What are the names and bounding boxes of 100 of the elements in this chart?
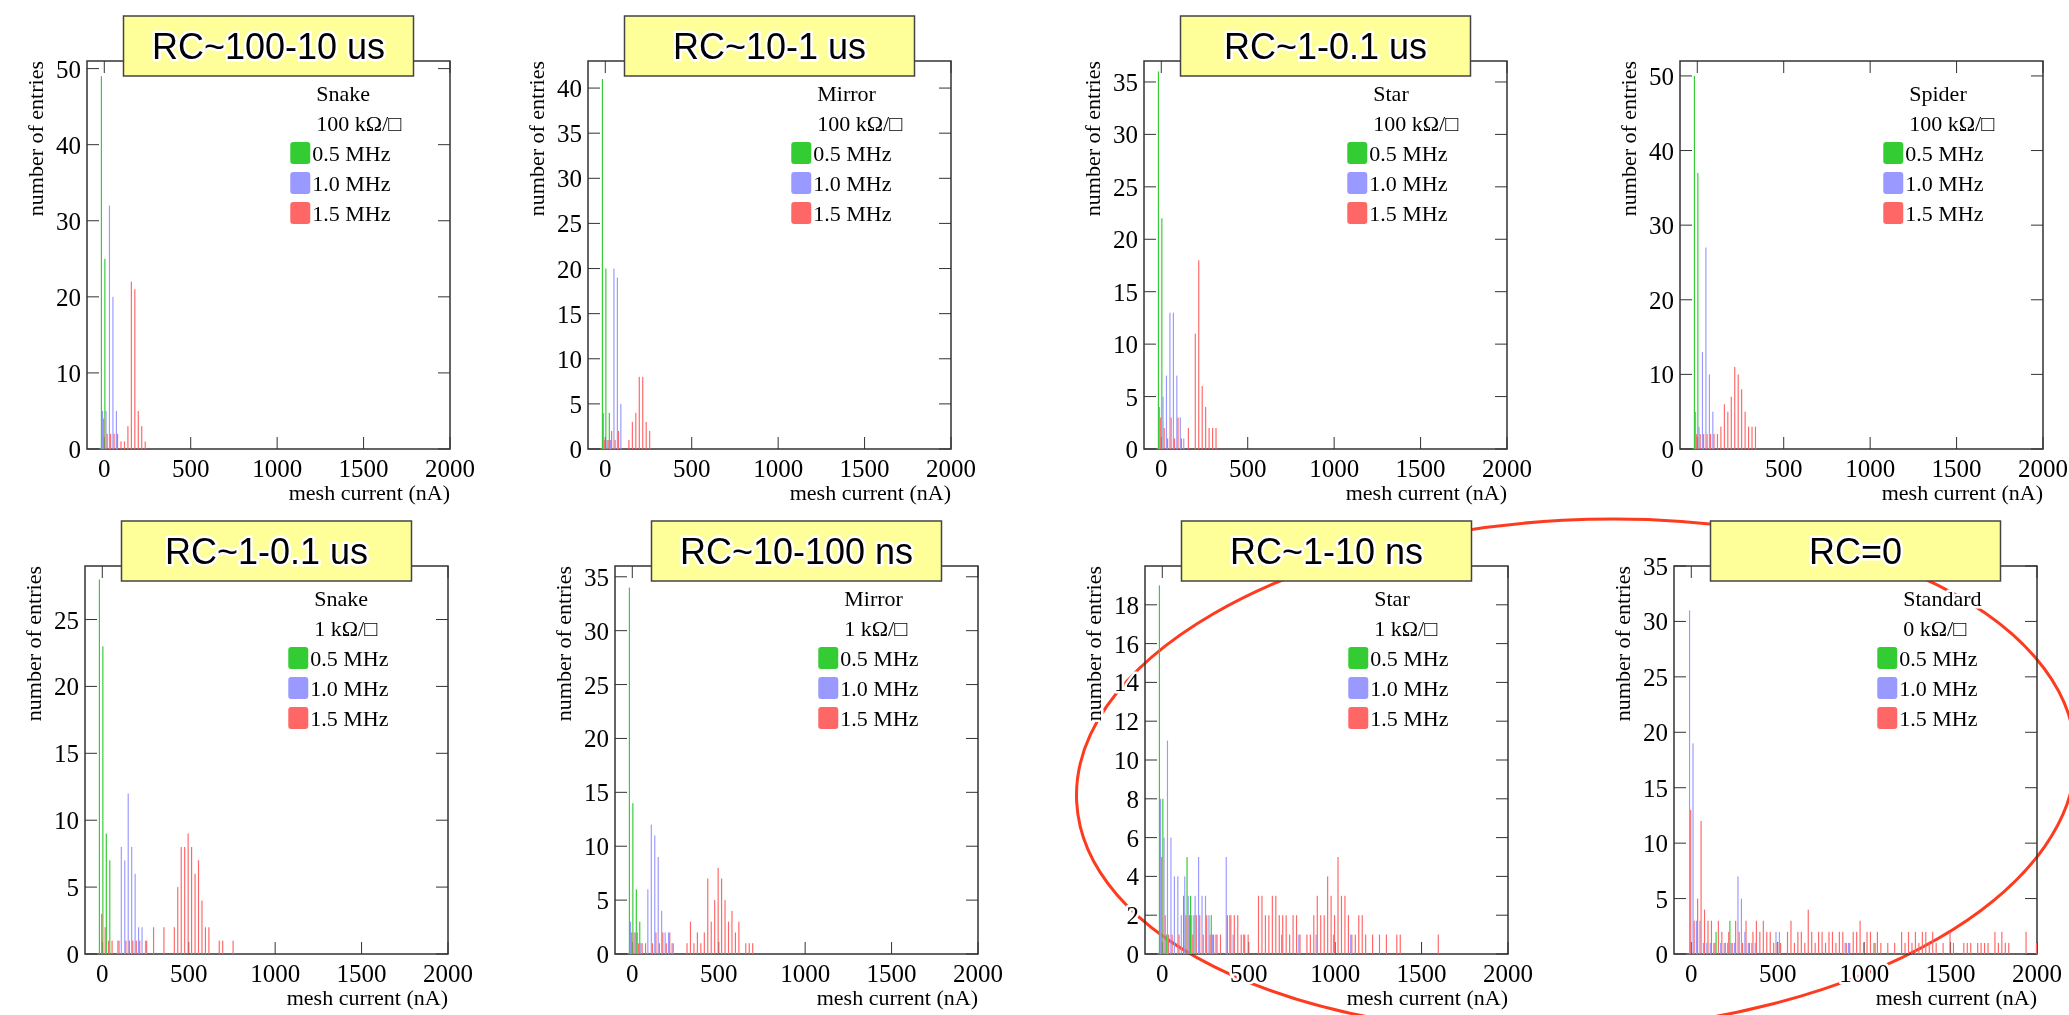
y-tick-label: 16 (1114, 630, 1139, 658)
legend-label: 1.0 MHz (310, 676, 389, 701)
y-tick-label: 10 (1649, 361, 1674, 389)
y-tick-label: 0 (596, 941, 609, 968)
legend-title: Star 100 kΩ/□ (1373, 81, 1459, 136)
y-tick-label: 0 (1125, 436, 1138, 463)
chart-title: RC~1-10 ns (1229, 531, 1424, 572)
x-tick-label: 500 (699, 960, 738, 987)
x-axis-title: mesh current (nA) (816, 985, 978, 1010)
x-axis-title: mesh current (nA) (1881, 480, 2043, 505)
x-tick-label: 500 (1228, 455, 1267, 482)
x-tick-label: 0 (626, 960, 639, 987)
y-tick-label: 25 (584, 671, 609, 699)
y-tick-label: 0 (66, 941, 79, 968)
chart-title: RC~10-100 ns (679, 531, 914, 572)
x-tick-label: 2000 (1483, 960, 1533, 987)
legend-label: 1.0 MHz (1899, 676, 1978, 701)
y-tick-label: 30 (1649, 212, 1674, 240)
legend-label: 1.5 MHz (1899, 706, 1978, 731)
x-axis-title: mesh current (nA) (1346, 985, 1508, 1010)
legend-label: 0.5 MHz (840, 646, 919, 671)
y-tick-label: 5 (66, 874, 79, 902)
y-tick-label: 40 (557, 75, 582, 103)
y-axis-title: number of entries (1610, 566, 1635, 722)
x-tick-label: 0 (1156, 960, 1169, 987)
y-tick-label: 10 (584, 833, 609, 861)
y-tick-label: 15 (1643, 774, 1668, 802)
x-tick-label: 1000 (250, 960, 301, 987)
y-tick-label: 20 (1649, 286, 1674, 314)
legend-label: 1.0 MHz (1369, 171, 1448, 196)
y-tick-label: 25 (1643, 663, 1668, 691)
y-tick-label: 10 (1114, 747, 1139, 774)
x-tick-label: 2000 (425, 455, 475, 482)
legend-label: 1.5 MHz (813, 201, 892, 226)
y-tick-label: 20 (584, 725, 609, 753)
x-tick-label: 1500 (1396, 960, 1447, 987)
legend-label: 1.5 MHz (310, 706, 389, 731)
y-axis-title: number of entries (1080, 61, 1105, 217)
y-tick-label: 4 (1126, 863, 1140, 891)
x-tick-label: 2000 (1482, 455, 1532, 482)
y-tick-label: 5 (596, 887, 609, 915)
x-tick-label: 500 (171, 455, 210, 482)
chart-title: RC=0 (1808, 531, 1903, 572)
y-tick-label: 20 (56, 283, 81, 311)
legend-label: 1.5 MHz (1370, 706, 1449, 731)
legend-title: Spider 100 kΩ/□ (1909, 81, 1995, 136)
legend-label: 1.0 MHz (813, 171, 892, 196)
y-tick-label: 25 (54, 606, 79, 634)
y-tick-label: 20 (557, 255, 582, 283)
y-tick-label: 35 (1643, 553, 1668, 580)
legend-label: 1.5 MHz (312, 201, 391, 226)
y-tick-label: 15 (557, 300, 582, 328)
y-tick-label: 10 (557, 345, 582, 373)
y-tick-label: 18 (1114, 591, 1139, 619)
y-tick-label: 0 (1126, 941, 1139, 968)
x-tick-label: 500 (672, 455, 711, 482)
legend-label: 1.0 MHz (1370, 676, 1449, 701)
y-tick-label: 10 (54, 807, 79, 835)
y-tick-label: 10 (1113, 331, 1138, 359)
legend-title: Snake 100 kΩ/□ (316, 81, 402, 136)
legend-label: 0.5 MHz (1370, 646, 1449, 671)
x-axis-title: mesh current (nA) (286, 985, 448, 1010)
x-tick-label: 1000 (252, 455, 303, 482)
y-tick-label: 50 (1649, 62, 1674, 90)
y-tick-label: 30 (1113, 121, 1138, 149)
y-tick-label: 40 (56, 131, 81, 159)
y-tick-label: 10 (1643, 830, 1668, 858)
y-tick-label: 40 (1649, 137, 1674, 165)
chart-title: RC~100-10 us (151, 26, 386, 67)
x-tick-label: 1500 (839, 455, 890, 482)
legend-label: 1.0 MHz (1905, 171, 1984, 196)
y-tick-label: 35 (1113, 68, 1138, 96)
x-tick-label: 500 (169, 960, 208, 987)
y-tick-label: 5 (1655, 885, 1668, 913)
x-tick-label: 1500 (336, 960, 387, 987)
y-tick-label: 35 (557, 120, 582, 148)
y-tick-label: 50 (56, 55, 81, 83)
x-axis-title: mesh current (nA) (1345, 480, 1507, 505)
x-tick-label: 2000 (926, 455, 976, 482)
y-axis-title: number of entries (524, 61, 549, 217)
y-tick-label: 0 (1661, 436, 1674, 463)
y-tick-label: 20 (54, 673, 79, 701)
y-tick-label: 25 (557, 210, 582, 238)
legend-title: Mirror 1 kΩ/□ (844, 586, 908, 641)
y-axis-title: number of entries (23, 61, 48, 217)
y-tick-label: 15 (584, 779, 609, 807)
legend-label: 1.0 MHz (840, 676, 919, 701)
y-tick-label: 10 (56, 359, 81, 387)
legend-label: 0.5 MHz (1369, 141, 1448, 166)
x-tick-label: 2000 (2012, 960, 2062, 987)
legend-label: 0.5 MHz (813, 141, 892, 166)
x-tick-label: 0 (1685, 960, 1698, 987)
x-tick-label: 1000 (1845, 455, 1896, 482)
x-tick-label: 2000 (953, 960, 1003, 987)
y-tick-label: 6 (1126, 824, 1139, 852)
y-axis-title: number of entries (1616, 61, 1641, 217)
chart-title: RC~1-0.1 us (1223, 26, 1428, 67)
x-tick-label: 0 (96, 960, 109, 987)
y-tick-label: 0 (68, 436, 81, 463)
legend-label: 0.5 MHz (1905, 141, 1984, 166)
